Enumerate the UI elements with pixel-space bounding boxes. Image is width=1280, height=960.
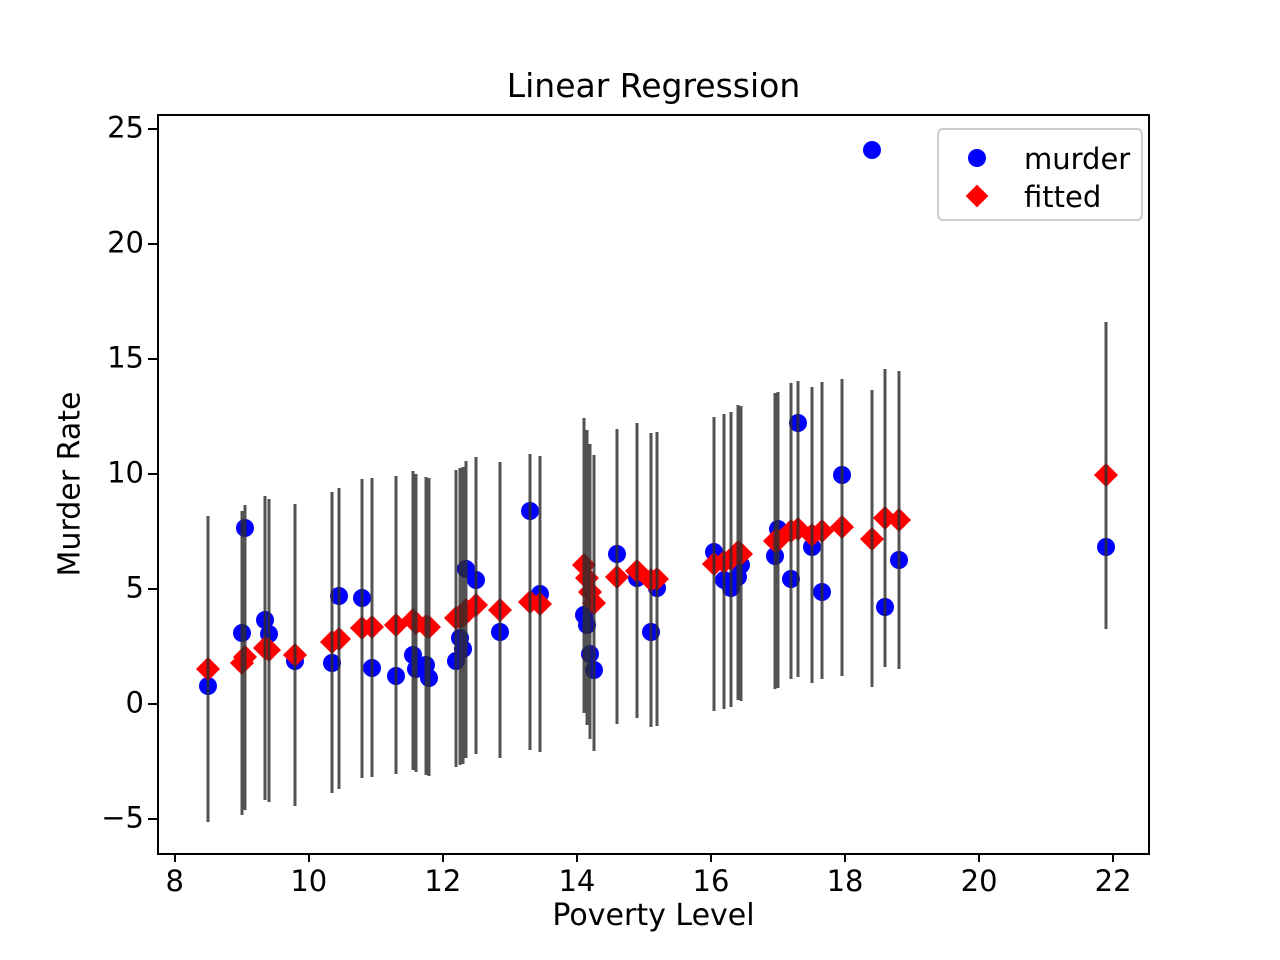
x-tick-label: 22 (1094, 864, 1132, 898)
x-tick-label: 8 (165, 864, 184, 898)
error-bar (810, 387, 813, 684)
y-tick-mark (148, 242, 157, 245)
murder-point (862, 140, 881, 159)
error-bar (592, 455, 596, 751)
error-bar (789, 382, 793, 679)
x-tick-label: 14 (558, 864, 596, 898)
y-tick-mark (148, 358, 157, 361)
error-bar (1104, 321, 1108, 629)
diamond-marker-icon (965, 184, 989, 208)
chart-title: Linear Regression (506, 66, 801, 105)
error-bar (776, 391, 780, 688)
error-bar (722, 414, 726, 710)
error-bar (840, 378, 844, 676)
error-bar (897, 371, 901, 670)
error-bar (635, 423, 639, 719)
x-axis-label: Poverty Level (552, 898, 755, 933)
y-tick-label: −5 (101, 800, 144, 835)
x-tick-mark (441, 853, 444, 862)
error-bar (729, 411, 733, 707)
y-tick-label: 15 (107, 340, 144, 375)
error-bar (538, 456, 542, 752)
error-bar (870, 389, 874, 688)
x-tick-mark (575, 853, 578, 862)
error-bar (461, 467, 465, 765)
legend-label-fitted: fitted (1024, 180, 1102, 214)
x-tick-label: 16 (692, 864, 730, 898)
error-bar (427, 478, 431, 777)
error-bar (337, 488, 341, 790)
y-tick-mark (148, 588, 157, 591)
error-bar (585, 430, 589, 726)
error-bar (458, 468, 462, 766)
x-tick-mark (173, 853, 176, 862)
error-bar (240, 510, 244, 816)
error-bar (267, 498, 271, 802)
error-bar (263, 496, 267, 800)
x-tick-label: 12 (424, 864, 462, 898)
error-bar (582, 417, 586, 713)
x-tick-mark (978, 853, 981, 862)
error-bar (655, 431, 659, 727)
error-bar (360, 478, 364, 779)
error-bar (411, 471, 415, 770)
error-bar (883, 368, 887, 667)
y-tick-label: 20 (107, 225, 144, 260)
legend: murder fitted (937, 128, 1143, 221)
y-tick-label: 5 (125, 570, 144, 605)
error-bar (588, 443, 592, 740)
error-bar (773, 393, 777, 689)
x-tick-label: 20 (960, 864, 998, 898)
error-bar (796, 381, 800, 678)
x-tick-mark (1112, 853, 1115, 862)
error-bar (293, 503, 297, 807)
y-tick-label: 0 (125, 685, 144, 720)
error-bar (498, 461, 502, 758)
y-tick-mark (148, 473, 157, 476)
error-bar (739, 405, 743, 702)
plot-area (157, 114, 1150, 855)
error-bar (394, 475, 398, 775)
error-bar (464, 461, 468, 759)
x-tick-mark (709, 853, 712, 862)
x-tick-mark (307, 853, 310, 862)
x-tick-label: 10 (290, 864, 328, 898)
x-tick-mark (844, 853, 847, 862)
error-bar (424, 477, 428, 776)
legend-label-murder: murder (1024, 142, 1131, 176)
error-bar (206, 515, 210, 822)
error-bar (528, 454, 532, 750)
error-bar (649, 432, 653, 728)
error-bar (243, 504, 247, 810)
y-tick-mark (148, 703, 157, 706)
error-bar (615, 429, 619, 724)
error-bar (736, 404, 740, 700)
y-tick-label: 10 (107, 455, 144, 490)
error-bar (474, 457, 478, 754)
y-tick-label: 25 (107, 110, 144, 145)
error-bar (330, 491, 334, 793)
error-bar (454, 469, 458, 767)
error-bar (712, 416, 716, 712)
error-bar (370, 477, 374, 777)
error-bar (820, 382, 824, 679)
error-bar (414, 473, 418, 772)
circle-marker-icon (968, 149, 986, 167)
y-tick-mark (148, 818, 157, 821)
x-tick-label: 18 (826, 864, 864, 898)
y-tick-mark (148, 127, 157, 130)
